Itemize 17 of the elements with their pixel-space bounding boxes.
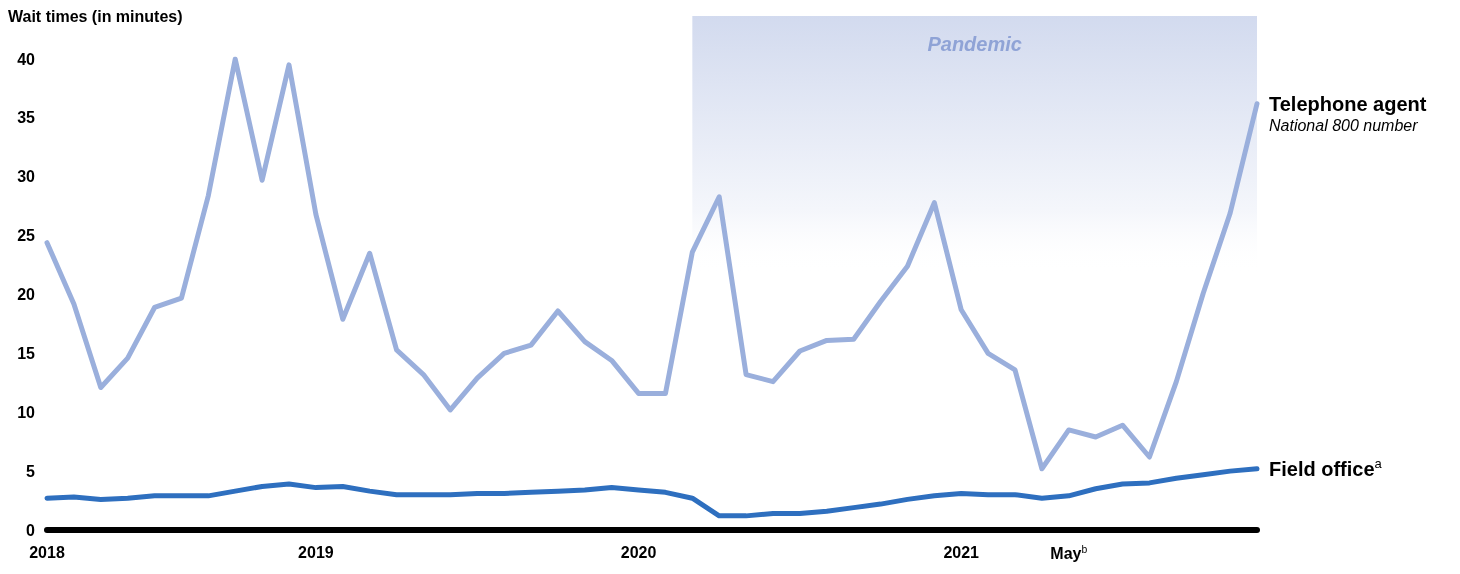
y-tick-label: 20 [17, 286, 36, 303]
y-tick-label: 0 [26, 521, 36, 539]
text: National 800 number [1269, 117, 1419, 135]
y-tick-label: 10 [17, 403, 36, 421]
y-axis-title: Wait times (in minutes) [8, 7, 183, 25]
x-tick-label: 2018 [29, 543, 65, 561]
x-tick-label: 2021 [943, 543, 980, 561]
y-tick-label: 25 [17, 227, 36, 245]
y-tick-label: 5 [26, 462, 36, 480]
y-tick-label: 15 [17, 344, 36, 362]
series-label: Telephone agent [1269, 92, 1427, 115]
y-tick-label: 40 [17, 50, 36, 68]
y-tick-label: 35 [17, 109, 36, 127]
text: Pandemic [927, 33, 1022, 55]
x-tick-label: 2020 [620, 543, 657, 561]
y-tick-label: 30 [17, 168, 36, 186]
x-tick-label: 2019 [298, 543, 334, 561]
